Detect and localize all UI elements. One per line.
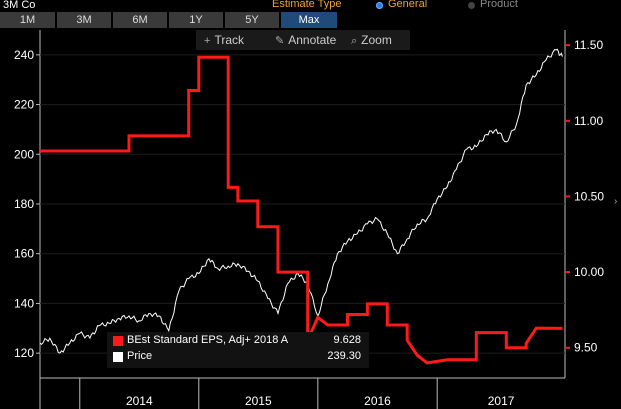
legend-entry-eps: BEst Standard EPS, Adj+ 2018 A 9.628 xyxy=(111,334,365,350)
period-5y[interactable]: 5Y xyxy=(225,12,279,28)
left-tick-label: 140 xyxy=(14,296,34,310)
period-6m[interactable]: 6M xyxy=(113,12,167,28)
right-tick-label: 9.50 xyxy=(574,341,598,355)
price-swatch xyxy=(113,352,123,362)
period-3m[interactable]: 3M xyxy=(57,12,111,28)
option-general[interactable]: General xyxy=(388,0,428,10)
magnifier-icon: ⌕ xyxy=(351,35,358,47)
estimate-type-label: Estimate Type xyxy=(272,0,342,10)
series-line-eps xyxy=(40,55,563,365)
legend-price-value: 239.30 xyxy=(327,350,361,362)
legend-price-label: Price xyxy=(127,350,153,362)
zoom-tool[interactable]: ⌕ Zoom xyxy=(351,31,392,49)
zoom-label: Zoom xyxy=(361,33,392,47)
left-tick-label: 180 xyxy=(14,197,34,211)
option-product[interactable]: Product xyxy=(480,0,518,10)
right-tick-label: 10.50 xyxy=(574,189,604,203)
chart-legend: BEst Standard EPS, Adj+ 2018 A 9.628 Pri… xyxy=(107,332,369,368)
x-tick-label: 2016 xyxy=(364,394,391,408)
crosshair-icon: + xyxy=(204,35,211,47)
series-line-price xyxy=(39,48,563,354)
right-tick-label: 11.00 xyxy=(574,114,603,128)
left-tick-label: 240 xyxy=(14,48,34,62)
scroll-right-icon[interactable]: › xyxy=(614,196,618,207)
period-selector: 1M 3M 6M 1Y 5Y Max xyxy=(0,12,340,28)
title-bar: 3M Co Estimate Type General Product xyxy=(0,0,621,12)
track-tool[interactable]: + Track xyxy=(204,31,244,49)
radio-product[interactable] xyxy=(468,2,475,9)
period-1m[interactable]: 1M xyxy=(0,12,55,28)
annotate-label: Annotate xyxy=(288,33,337,47)
track-label: Track xyxy=(214,33,244,47)
period-1y[interactable]: 1Y xyxy=(169,12,223,28)
annotate-tool[interactable]: ✎ Annotate xyxy=(275,31,336,49)
eps-swatch xyxy=(113,336,123,346)
radio-general[interactable] xyxy=(376,2,383,9)
left-tick-label: 200 xyxy=(14,147,34,161)
legend-eps-value: 9.628 xyxy=(333,334,361,346)
x-tick-label: 2015 xyxy=(245,394,272,408)
right-tick-label: 11.50 xyxy=(574,38,603,52)
left-tick-label: 160 xyxy=(14,247,34,261)
legend-eps-label: BEst Standard EPS, Adj+ 2018 A xyxy=(127,334,289,346)
right-tick-label: 10.00 xyxy=(574,265,604,279)
left-tick-label: 220 xyxy=(14,98,34,112)
x-tick-label: 2014 xyxy=(126,394,153,408)
chart-toolbar: + Track ✎ Annotate ⌕ Zoom xyxy=(196,30,410,50)
left-tick-label: 120 xyxy=(14,346,34,360)
security-title: 3M Co xyxy=(3,0,36,11)
x-tick-label: 2017 xyxy=(488,394,515,408)
pencil-icon: ✎ xyxy=(275,35,285,47)
period-max[interactable]: Max xyxy=(281,12,337,28)
legend-entry-price: Price 239.30 xyxy=(111,350,365,366)
